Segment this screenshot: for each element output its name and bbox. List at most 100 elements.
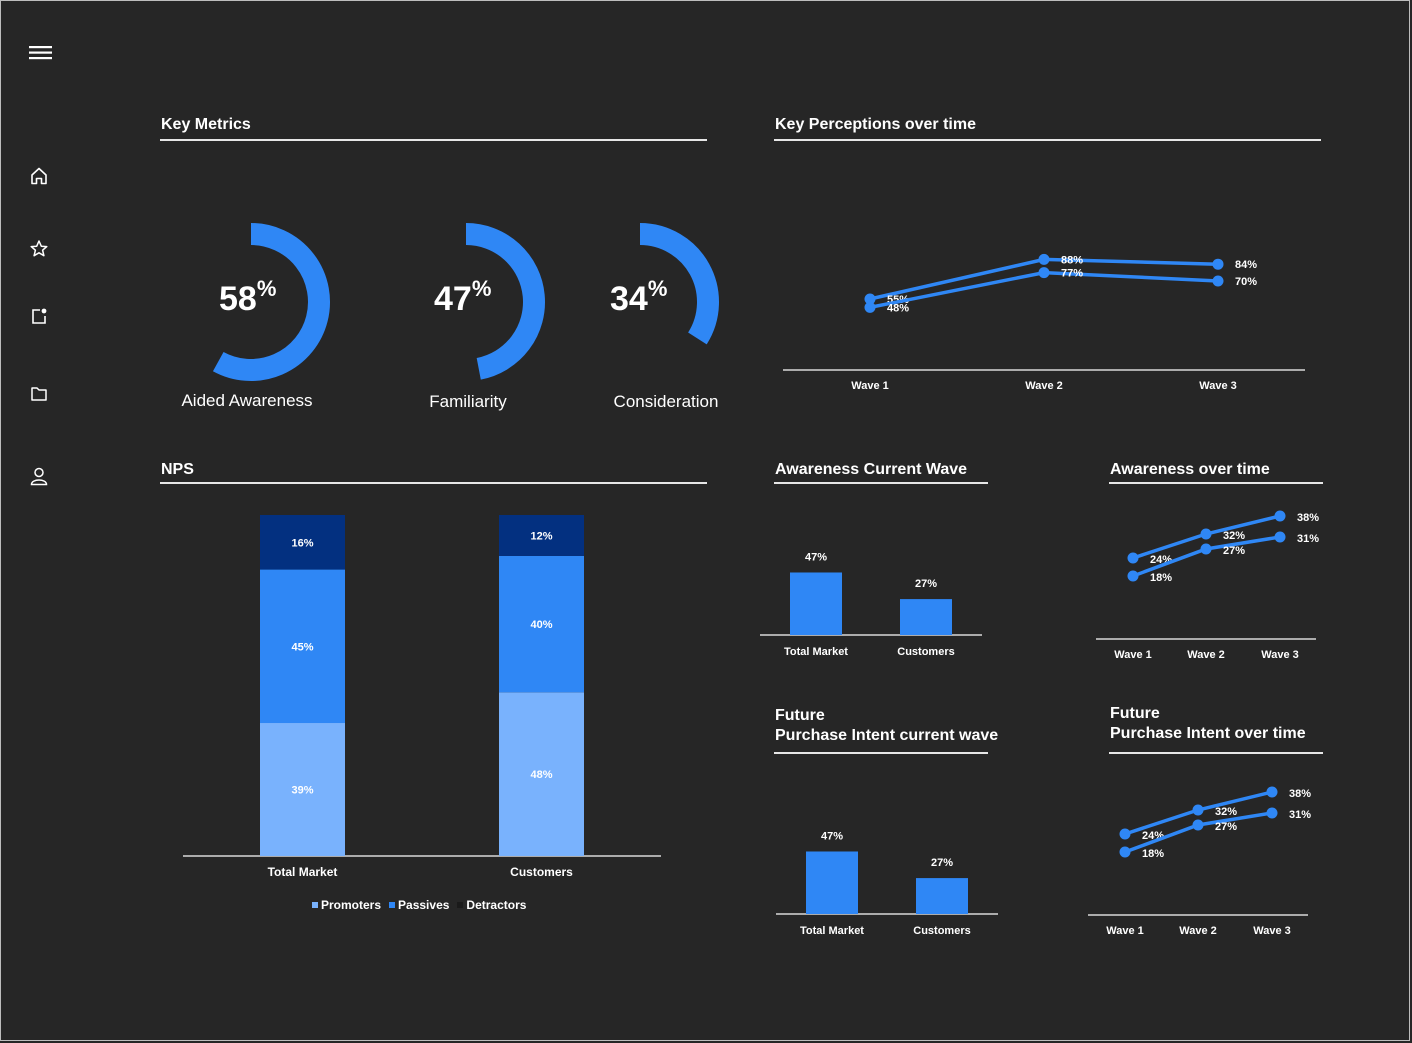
fpi-current-rule — [774, 752, 988, 754]
key-metrics-rule — [160, 139, 707, 141]
folder-icon[interactable] — [27, 382, 51, 406]
fpi-time-rule — [1109, 752, 1323, 754]
data-point — [1038, 267, 1050, 279]
data-label: 27% — [1223, 545, 1245, 557]
aided-awareness-ring — [212, 223, 330, 381]
perceptions-title: Key Perceptions over time — [775, 116, 976, 133]
fpi-time-title: Future Purchase Intent over time — [1110, 705, 1306, 742]
bar-label: 27% — [931, 857, 953, 869]
x-tick-label: Wave 3 — [1253, 925, 1291, 937]
aided-awareness-value: 58% — [219, 276, 277, 318]
bar — [790, 572, 842, 635]
data-label: 70% — [1235, 276, 1257, 288]
data-label: 32% — [1215, 806, 1237, 818]
bar-label: 16% — [291, 537, 313, 549]
key-metrics-rings — [212, 223, 719, 381]
data-label: 32% — [1223, 530, 1245, 542]
data-point — [1119, 828, 1131, 840]
data-point — [1266, 807, 1278, 819]
data-point — [1212, 258, 1224, 270]
legend-detractors: Detractors — [457, 898, 526, 912]
x-tick-label: Wave 2 — [1179, 925, 1217, 937]
data-label: 88% — [1061, 254, 1083, 266]
data-label: 18% — [1142, 848, 1164, 860]
nps-title: NPS — [161, 461, 194, 478]
data-point — [1119, 846, 1131, 858]
x-tick-label: Total Market — [800, 925, 864, 937]
bar — [806, 851, 858, 914]
data-label: 27% — [1215, 821, 1237, 833]
bar-label: 45% — [291, 641, 313, 653]
familiarity-value: 47% — [434, 276, 492, 318]
perceptions-chart: Wave 1 Wave 2 Wave 355%88% 84%48%77%70% — [783, 253, 1305, 392]
key-metrics-title: Key Metrics — [161, 116, 251, 133]
data-label: 77% — [1061, 268, 1083, 280]
x-tick-label: Wave 2 — [1025, 380, 1063, 392]
user-icon[interactable] — [27, 464, 51, 488]
legend-passives-label: Passives — [398, 898, 450, 912]
data-point — [1200, 543, 1212, 555]
bar — [916, 878, 968, 914]
bar-label: 48% — [530, 769, 552, 781]
data-label: 38% — [1297, 512, 1319, 524]
awareness-current-title: Awareness Current Wave — [775, 461, 968, 478]
data-label: 31% — [1297, 533, 1319, 545]
legend-promoters-label: Promoters — [321, 898, 382, 912]
bar-segment-passives — [260, 569, 345, 724]
data-point — [864, 293, 876, 305]
awareness-current-chart: 47% Total Market 27% Customers — [760, 551, 982, 658]
home-icon[interactable] — [27, 164, 51, 188]
data-label: 31% — [1289, 809, 1311, 821]
data-point — [1127, 570, 1139, 582]
awareness-time-rule — [1109, 482, 1323, 484]
data-point — [1274, 531, 1286, 543]
x-tick-label: Customers — [510, 865, 573, 879]
nps-legend: Promoters Passives Detractors — [312, 898, 526, 912]
x-tick-label: Wave 1 — [1106, 925, 1144, 937]
x-tick-label: Customers — [913, 925, 970, 937]
legend-promoters: Promoters — [312, 898, 381, 912]
fpi-time-chart: Wave 1 Wave 2 Wave 324%32%38%18%27%31% — [1088, 786, 1311, 937]
passives-swatch — [389, 902, 396, 908]
awareness-time-title: Awareness over time — [1110, 461, 1270, 478]
nps-chart: 39% 45% 16% Total Market 48% 40% 12% Customers — [183, 515, 661, 879]
consideration-label: Consideration — [613, 392, 719, 411]
bar-segment-detractors — [260, 515, 345, 570]
x-tick-label: Total Market — [784, 646, 848, 658]
bar-label: 12% — [530, 530, 552, 542]
bar-segment-detractors — [499, 515, 584, 556]
fpi-current-title: Future Purchase Intent current wave — [775, 707, 999, 744]
bar-segment-promoters — [499, 692, 584, 856]
bar-segment-passives — [499, 555, 584, 693]
legend-passives: Passives — [389, 898, 449, 912]
x-tick-label: Wave 2 — [1187, 649, 1225, 661]
x-tick-label: Wave 3 — [1261, 649, 1299, 661]
data-label: 18% — [1150, 572, 1172, 584]
legend-detractors-label: Detractors — [466, 898, 527, 912]
bar — [900, 599, 952, 635]
data-point — [1192, 819, 1204, 831]
data-point — [1212, 275, 1224, 287]
bar-label: 47% — [821, 830, 843, 842]
consideration-value: 34% — [610, 276, 668, 318]
data-point — [864, 301, 876, 313]
awareness-time-chart: Wave 1 Wave 2 Wave 324%32%38%18%27%31% — [1096, 510, 1319, 661]
perceptions-rule — [774, 139, 1321, 141]
x-tick-label: Wave 1 — [1114, 649, 1152, 661]
consideration-ring — [639, 223, 719, 345]
data-point — [1038, 253, 1050, 265]
familiarity-label: Familiarity — [429, 392, 507, 411]
star-icon[interactable] — [27, 237, 51, 261]
data-label: 84% — [1235, 259, 1257, 271]
data-point — [1192, 804, 1204, 816]
bar-label: 27% — [915, 578, 937, 590]
x-tick-label: Total Market — [268, 865, 338, 879]
notification-icon[interactable] — [27, 304, 51, 328]
bar-label: 39% — [291, 785, 313, 797]
hamburger-menu-icon[interactable] — [29, 44, 53, 62]
bar-segment-promoters — [260, 723, 345, 856]
x-tick-label: Customers — [897, 646, 954, 658]
data-point — [1200, 528, 1212, 540]
data-point — [1274, 510, 1286, 522]
data-label: 38% — [1289, 788, 1311, 800]
